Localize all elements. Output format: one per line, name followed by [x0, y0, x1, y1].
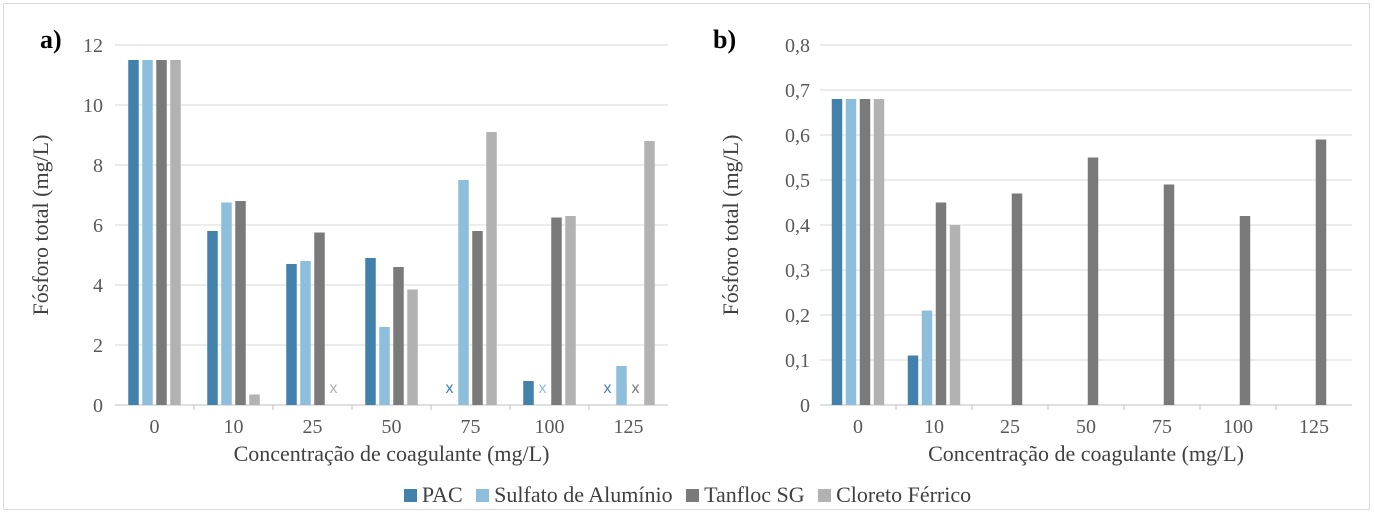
y-tick-label-b-4: 0,4	[785, 215, 810, 237]
bar-b-tanfloc-sg-100	[1239, 216, 1251, 405]
bar-a-cloreto-ferrico-50	[407, 289, 418, 405]
y-tick-label-a-1: 2	[93, 335, 103, 357]
y-tick-label-a-2: 4	[93, 275, 103, 297]
legend-swatch-pac	[403, 489, 417, 502]
y-tick-label-a-4: 8	[93, 155, 103, 177]
x-tick-label-b-10: 10	[924, 416, 944, 438]
x-tick-label-b-50: 50	[1076, 416, 1096, 438]
y-tick-label-b-3: 0,3	[785, 260, 810, 282]
chart-a: 0 2 4 6 8 10 12 0 10 25 50 75 100 125 x x x x x a) Fósforo t…	[28, 25, 668, 466]
x-tick-label-a-100: 100	[535, 416, 565, 438]
bar-b-pac-0	[831, 99, 843, 405]
x-tick-label-b-100: 100	[1223, 416, 1253, 438]
bar-b-tanfloc-sg-75	[1163, 184, 1175, 405]
bar-b-cloreto-ferrico-0	[873, 99, 885, 405]
missing-marker-a-1: x	[446, 380, 454, 397]
y-tick-label-b-7: 0,7	[785, 80, 810, 102]
x-tick-label-a-0: 0	[150, 416, 160, 438]
bar-b-sulfato-de-aluminio-10	[921, 310, 933, 405]
legend-label-tanfloc: Tanfloc SG	[704, 482, 805, 507]
x-tick-label-b-75: 75	[1152, 416, 1172, 438]
bar-a-pac-50	[365, 258, 376, 405]
legend-item-pac: PAC	[403, 482, 463, 508]
missing-marker-a-0: x	[330, 380, 338, 397]
bar-a-sulfato-de-aluminio-125	[616, 366, 627, 405]
missing-marker-a-2: x	[539, 380, 547, 397]
figure-frame	[3, 3, 1370, 510]
x-axis-label-a: Concentração de coagulante (mg/L)	[234, 441, 550, 466]
bar-a-sulfato-de-aluminio-75	[458, 180, 469, 405]
bar-a-tanfloc-sg-25	[314, 232, 325, 405]
bar-a-cloreto-ferrico-0	[170, 60, 181, 405]
legend-item-tanfloc: Tanfloc SG	[686, 482, 805, 508]
x-tick-label-a-10: 10	[224, 416, 244, 438]
bar-a-pac-10	[207, 231, 218, 405]
y-tick-label-b-8: 0,8	[785, 35, 810, 57]
panel-label-a: a)	[40, 25, 62, 54]
bar-a-cloreto-ferrico-10	[249, 394, 260, 405]
x-tick-label-b-125: 125	[1299, 416, 1329, 438]
y-tick-label-b-0: 0	[800, 395, 810, 417]
bar-a-pac-25	[286, 264, 297, 405]
bar-a-sulfato-de-aluminio-50	[379, 327, 390, 405]
x-tick-label-a-50: 50	[382, 416, 402, 438]
chart-b: 0 0,1 0,2 0,3 0,4 0,5 0,6 0,7 0,8 0 10 25 50 75 100 125…	[713, 25, 1352, 466]
y-tick-label-a-6: 12	[83, 35, 103, 57]
bar-a-cloreto-ferrico-125	[644, 141, 655, 405]
chart-legend: PAC Sulfato de Alumínio Tanfloc SG Clore…	[0, 482, 1375, 508]
bar-a-cloreto-ferrico-75	[486, 132, 497, 405]
bar-a-pac-100	[523, 381, 534, 405]
legend-label-cloreto: Cloreto Férrico	[836, 482, 972, 507]
bar-a-tanfloc-sg-50	[393, 267, 404, 405]
y-tick-label-a-5: 10	[83, 95, 103, 117]
bar-b-sulfato-de-aluminio-0	[845, 99, 857, 405]
bar-a-tanfloc-sg-100	[551, 217, 562, 405]
panel-label-b: b)	[713, 25, 736, 54]
y-tick-label-b-2: 0,2	[785, 305, 810, 327]
y-tick-label-a-3: 6	[93, 215, 103, 237]
missing-marker-a-3: x	[604, 380, 612, 397]
x-tick-label-b-25: 25	[1000, 416, 1020, 438]
legend-swatch-tanfloc	[686, 489, 700, 502]
bar-a-sulfato-de-aluminio-10	[221, 202, 232, 405]
legend-label-pac: PAC	[421, 482, 463, 507]
y-axis-label-b: Fósforo total (mg/L)	[718, 135, 743, 316]
bar-a-cloreto-ferrico-100	[565, 216, 576, 405]
x-tick-label-a-25: 25	[303, 416, 323, 438]
bar-a-tanfloc-sg-10	[235, 201, 246, 405]
bar-b-tanfloc-sg-50	[1087, 157, 1099, 405]
x-tick-label-a-75: 75	[461, 416, 481, 438]
bar-b-tanfloc-sg-125	[1315, 139, 1327, 405]
legend-item-sulfato: Sulfato de Alumínio	[476, 482, 673, 508]
bar-b-pac-10	[907, 355, 919, 405]
legend-swatch-cloreto	[818, 489, 832, 502]
y-tick-label-a-0: 0	[93, 395, 103, 417]
bar-b-cloreto-ferrico-10	[949, 225, 961, 405]
x-tick-label-a-125: 125	[614, 416, 644, 438]
legend-item-cloreto: Cloreto Férrico	[818, 482, 971, 508]
x-axis-label-b: Concentração de coagulante (mg/L)	[928, 441, 1244, 466]
x-tick-label-b-0: 0	[853, 416, 863, 438]
bar-a-tanfloc-sg-0	[156, 60, 167, 405]
missing-marker-a-4: x	[632, 380, 640, 397]
y-tick-label-b-1: 0,1	[785, 350, 810, 372]
bar-a-sulfato-de-aluminio-0	[142, 60, 153, 405]
y-tick-label-b-5: 0,5	[785, 170, 810, 192]
legend-swatch-sulfato	[476, 489, 490, 502]
bar-b-tanfloc-sg-25	[1011, 193, 1023, 405]
bar-a-pac-0	[128, 60, 139, 405]
bar-a-sulfato-de-aluminio-25	[300, 261, 311, 405]
y-tick-label-b-6: 0,6	[785, 125, 810, 147]
legend-label-sulfato: Sulfato de Alumínio	[494, 482, 673, 507]
y-axis-label-a: Fósforo total (mg/L)	[28, 135, 53, 316]
bar-a-tanfloc-sg-75	[472, 231, 483, 405]
bar-b-tanfloc-sg-0	[859, 99, 871, 405]
bar-b-tanfloc-sg-10	[935, 202, 947, 405]
